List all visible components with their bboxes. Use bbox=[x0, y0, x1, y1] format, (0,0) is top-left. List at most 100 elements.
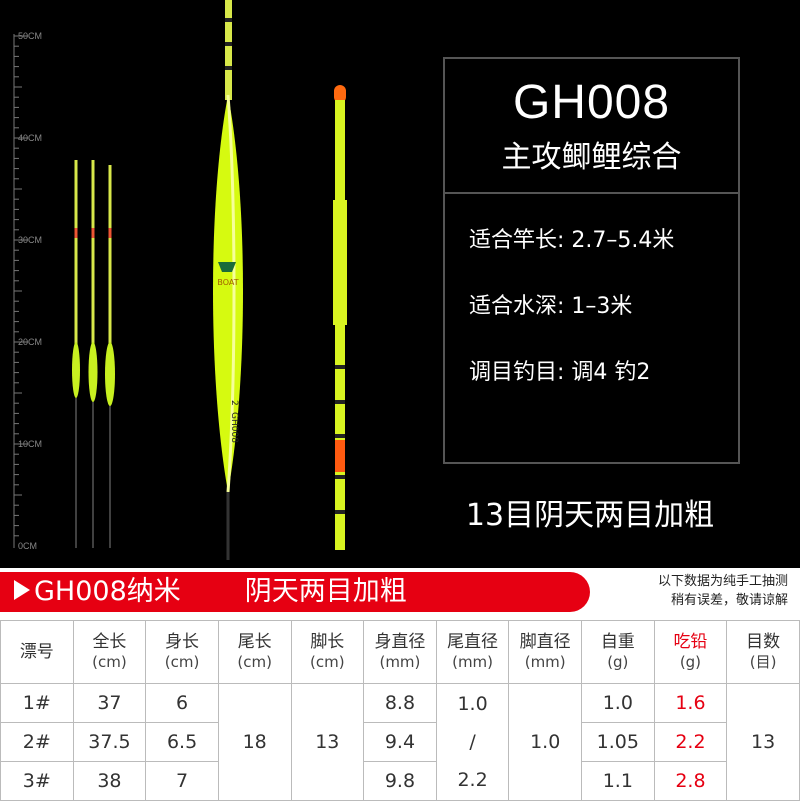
cell-line: / bbox=[469, 731, 476, 753]
ruler-label: 20CM bbox=[18, 337, 42, 347]
cell-line: 2.2 bbox=[457, 769, 488, 791]
header-unit: (cm) bbox=[237, 653, 272, 671]
cell: 1.6 bbox=[653, 683, 728, 723]
cell: 6.5 bbox=[145, 722, 219, 762]
shape bbox=[72, 342, 80, 398]
shape bbox=[218, 262, 236, 272]
header-label: 尾长 bbox=[237, 632, 272, 652]
header-label: 吃铅 bbox=[673, 632, 708, 652]
ruler-label: 40CM bbox=[18, 133, 42, 143]
shape bbox=[105, 342, 115, 406]
subtitle: 主攻鲫鲤综合 bbox=[445, 132, 738, 194]
header-unit: (mm) bbox=[379, 653, 421, 671]
shape bbox=[226, 94, 236, 493]
header-unit: (cm) bbox=[164, 653, 200, 671]
shape bbox=[225, 18, 232, 22]
cell: 38 bbox=[72, 761, 147, 801]
header-unit: (cm) bbox=[310, 653, 345, 671]
shape bbox=[335, 440, 345, 472]
spec-box: GH008 主攻鲫鲤综合 适合竿长: 2.7–5.4米 适合水深: 1–3米 调… bbox=[443, 57, 740, 464]
cell: 8.8 bbox=[363, 683, 437, 723]
header-label: 脚直径 bbox=[519, 632, 571, 652]
shape bbox=[72, 160, 80, 548]
header-label: 身长 bbox=[165, 632, 200, 652]
cell: 2.2 bbox=[653, 722, 728, 762]
ruler-label: 0CM bbox=[18, 541, 37, 551]
spec: 适合竿长: 2.7–5.4米 bbox=[469, 228, 675, 253]
shape bbox=[333, 200, 347, 325]
shape bbox=[108, 228, 112, 238]
model: GH008 bbox=[512, 76, 671, 129]
cell: 7 bbox=[145, 761, 219, 801]
side-float bbox=[333, 85, 347, 550]
spec: 适合水深: 1–3米 bbox=[469, 294, 633, 319]
shape bbox=[334, 85, 346, 103]
header-label: 全长 bbox=[92, 632, 127, 652]
header-cell: 自重 (g) bbox=[581, 620, 655, 684]
header-unit: (cm) bbox=[92, 653, 127, 671]
cell: 13 bbox=[726, 683, 800, 801]
spec: 调目钓目: 调4 钓2 bbox=[469, 360, 651, 385]
shape bbox=[335, 434, 345, 438]
ruler: 50CM 40CM 30CM 20CM 10CM 0CM bbox=[13, 31, 42, 551]
row: 3# 38 7 9.8 1.1 2.8 bbox=[0, 761, 800, 801]
header-cell: 脚直径 (mm) bbox=[508, 620, 582, 684]
caption: 13目阴天两目加粗 bbox=[465, 498, 715, 533]
header-cell: 吃铅 (g) bbox=[653, 620, 728, 684]
banner: GH008纳米 阴天两目加粗 以下数据为纯手工抽测 稍有误差，敬请谅解 bbox=[0, 568, 800, 620]
cell: 3# bbox=[0, 761, 74, 801]
cell: 1# bbox=[0, 683, 74, 723]
shape bbox=[88, 160, 98, 548]
header-label: 脚长 bbox=[310, 632, 345, 652]
shape bbox=[108, 165, 112, 345]
header-label: 目数 bbox=[746, 632, 781, 652]
arrow bbox=[14, 580, 30, 600]
shape bbox=[105, 165, 115, 548]
shape: 漂号 全长 (cm) 身长 (cm) 尾长 (cm) 脚长 (cm) 身直径 (mm) 尾直径 (mm)… bbox=[0, 620, 800, 801]
shape bbox=[91, 160, 95, 345]
shape bbox=[88, 342, 98, 402]
banner-bar: GH008纳米 阴天两目加粗 bbox=[0, 572, 590, 612]
floats-illustration: 50CM 40CM 30CM 20CM 10CM 0CM BOAT 2 GH008 bbox=[13, 0, 347, 560]
cell: 6 bbox=[145, 683, 219, 723]
float-size: 2 bbox=[229, 400, 239, 406]
shape bbox=[335, 510, 345, 514]
shape bbox=[335, 100, 345, 200]
header-cell: 尾长 (cm) bbox=[217, 620, 292, 684]
header-unit: (mm) bbox=[452, 653, 494, 671]
cell: 9.4 bbox=[363, 722, 437, 762]
cell: 18 bbox=[217, 683, 292, 801]
shape bbox=[213, 95, 243, 492]
shape bbox=[335, 365, 345, 369]
cell: 1.0 bbox=[581, 683, 655, 723]
float-model: GH008 bbox=[229, 412, 239, 443]
ruler-label: 10CM bbox=[18, 439, 42, 449]
header-cell: 身直径 (mm) bbox=[363, 620, 437, 684]
note-line: 以下数据为纯手工抽测 bbox=[657, 574, 788, 589]
header-unit: (目) bbox=[749, 653, 777, 671]
cell-line: 1.0 bbox=[457, 693, 488, 715]
header-cell: 漂号 bbox=[0, 620, 74, 684]
ruler-label: 30CM bbox=[18, 235, 42, 245]
shape bbox=[225, 42, 232, 46]
main-float: BOAT 2 GH008 bbox=[213, 0, 243, 560]
shape bbox=[74, 160, 78, 345]
cell: 37 bbox=[72, 683, 147, 723]
cell: 2.8 bbox=[653, 761, 728, 801]
product-photo: 50CM 40CM 30CM 20CM 10CM 0CM BOAT 2 GH008 GH0… bbox=[0, 0, 800, 568]
cell: 1.05 bbox=[581, 722, 655, 762]
shape bbox=[74, 228, 78, 238]
cell: 37.5 bbox=[72, 722, 147, 762]
row: 2# 37.5 6.5 9.4 1.05 2.2 bbox=[0, 722, 800, 762]
cell: 1.0 / 2.2 bbox=[435, 683, 510, 801]
header-label: 尾直径 bbox=[447, 632, 499, 652]
note: 以下数据为纯手工抽测 稍有误差，敬请谅解 bbox=[658, 572, 788, 610]
header-cell: 全长 (cm) bbox=[72, 620, 147, 684]
spec-table: 漂号 全长 (cm) 身长 (cm) 尾长 (cm) 脚长 (cm) 身直径 (mm) 尾直径 (mm)… bbox=[0, 620, 800, 801]
shape bbox=[225, 66, 232, 70]
cell: 9.8 bbox=[363, 761, 437, 801]
banner-title: GH008纳米 bbox=[34, 576, 181, 607]
header-cell: 身长 (cm) bbox=[145, 620, 219, 684]
header-cell: 目数 (目) bbox=[726, 620, 800, 684]
